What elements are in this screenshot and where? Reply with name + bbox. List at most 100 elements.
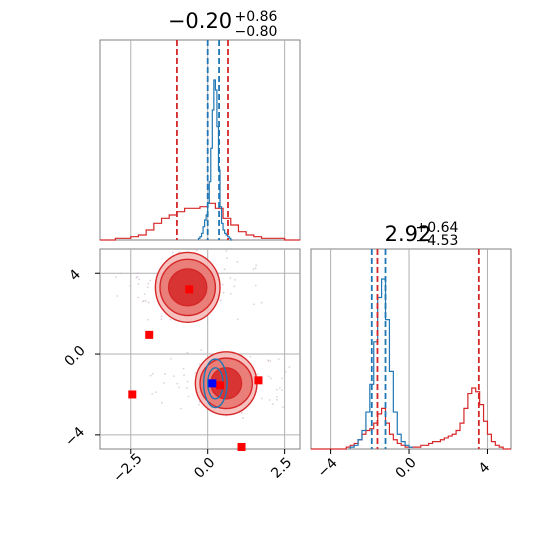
sample-point-0-28 bbox=[234, 278, 236, 281]
x-tick-label-2: 4 bbox=[476, 459, 494, 477]
sample-point-1-0 bbox=[164, 373, 166, 375]
histogram-series-1 bbox=[197, 79, 233, 241]
sample-point-0-12 bbox=[223, 268, 226, 271]
sample-point-1-68 bbox=[280, 389, 283, 391]
sample-point-0-69 bbox=[254, 284, 257, 287]
sample-point-1-24 bbox=[176, 382, 179, 385]
y-marginal-x-ticks: −4 0.0 4 bbox=[315, 449, 494, 482]
y-marginal-frame bbox=[310, 248, 512, 450]
x-tick-label-2: 2.5 bbox=[268, 455, 295, 482]
sample-point-0-38 bbox=[252, 303, 255, 306]
sample-point-1-36 bbox=[200, 349, 203, 351]
sample-point-0-50 bbox=[236, 260, 239, 263]
sample-point-1-19 bbox=[179, 407, 182, 410]
y-marginal-title-sup: +0.64 bbox=[416, 220, 459, 236]
sample-point-0-0 bbox=[129, 284, 132, 287]
contour-1-0-0 bbox=[202, 358, 228, 409]
sample-point-0-7 bbox=[146, 286, 149, 289]
joint-contours bbox=[154, 251, 258, 416]
sample-point-1-4 bbox=[288, 366, 291, 369]
sample-point-1-32 bbox=[276, 388, 278, 391]
sample-point-1-33 bbox=[270, 377, 272, 380]
sample-point-1-27 bbox=[149, 374, 152, 377]
sample-point-1-59 bbox=[256, 373, 259, 376]
joint-x-ticks: −2.5 0.0 2.5 bbox=[110, 449, 295, 486]
sample-point-1-13 bbox=[275, 398, 278, 401]
sample-point-0-49 bbox=[141, 300, 144, 303]
sample-point-1-11 bbox=[277, 358, 280, 361]
sample-point-1-9 bbox=[154, 391, 157, 394]
x-tick-label-0: −2.5 bbox=[110, 450, 145, 485]
sample-point-0-14 bbox=[136, 272, 139, 275]
marker-0-5 bbox=[216, 381, 224, 390]
sample-point-0-13 bbox=[222, 291, 225, 294]
sample-point-0-36 bbox=[178, 251, 180, 254]
sample-point-0-47 bbox=[255, 264, 258, 267]
sample-point-0-11 bbox=[260, 301, 263, 304]
sample-point-0-9 bbox=[137, 296, 139, 299]
sample-point-1-50 bbox=[269, 360, 272, 363]
sample-point-1-61 bbox=[160, 401, 163, 404]
joint-y-ticks: −4 0.0 4 bbox=[62, 267, 100, 450]
sample-point-1-65 bbox=[240, 411, 243, 414]
x-tick-label-1: 0.0 bbox=[191, 455, 218, 482]
sample-point-1-12 bbox=[198, 403, 200, 406]
sample-point-0-62 bbox=[229, 277, 232, 279]
y-tick-label-1: 0.0 bbox=[62, 343, 89, 370]
sample-point-0-24 bbox=[147, 301, 150, 304]
y-marginal-title-main: 2.92 bbox=[385, 222, 432, 246]
y-marginal-title-sub: −4.53 bbox=[416, 233, 459, 249]
sample-point-1-67 bbox=[267, 359, 270, 362]
sample-point-0-54 bbox=[147, 318, 149, 321]
sample-point-0-58 bbox=[116, 295, 119, 297]
marker-1-0 bbox=[208, 379, 217, 388]
sample-point-1-15 bbox=[260, 397, 263, 400]
sample-point-0-19 bbox=[226, 257, 228, 260]
x-marginal-title-sup: +0.86 bbox=[235, 9, 278, 25]
sample-point-0-53 bbox=[169, 318, 172, 321]
sample-point-0-68 bbox=[137, 282, 140, 285]
sample-point-1-14 bbox=[151, 372, 154, 375]
sample-point-0-4 bbox=[144, 300, 147, 302]
sample-point-1-7 bbox=[281, 377, 283, 380]
sample-point-0-29 bbox=[160, 315, 163, 318]
marker-0-3 bbox=[254, 376, 263, 385]
sample-point-0-31 bbox=[136, 275, 139, 278]
sample-point-0-3 bbox=[252, 268, 255, 271]
x-marginal-title: −0.20 bbox=[168, 9, 232, 33]
sample-point-0-17 bbox=[149, 279, 152, 282]
sample-point-0-18 bbox=[143, 293, 146, 296]
joint-markers bbox=[128, 285, 263, 451]
sample-point-1-21 bbox=[278, 386, 281, 389]
sample-point-1-52 bbox=[186, 386, 188, 389]
x-marginal-panel: −0.20 +0.86 −0.80 bbox=[99, 9, 301, 241]
y-marginal-panel: −4 0.0 4 2.92 +0.64 −4.53 bbox=[310, 220, 512, 482]
sample-point-0-33 bbox=[138, 278, 141, 281]
sample-point-0-45 bbox=[233, 285, 236, 288]
marker-0-4 bbox=[237, 442, 246, 451]
marker-0-2 bbox=[128, 390, 137, 399]
sample-point-1-46 bbox=[172, 375, 175, 378]
sample-point-1-40 bbox=[268, 399, 271, 401]
sample-point-1-10 bbox=[178, 386, 181, 389]
sample-point-1-37 bbox=[187, 395, 190, 398]
sample-point-1-48 bbox=[194, 372, 197, 374]
sample-point-0-21 bbox=[254, 267, 257, 270]
y-marginal-title: 2.92 bbox=[385, 222, 432, 246]
y-marginal-grid bbox=[330, 249, 488, 449]
sample-point-1-56 bbox=[281, 406, 284, 409]
sample-point-0-16 bbox=[225, 250, 228, 252]
sample-point-0-30 bbox=[229, 292, 232, 295]
sample-point-0-51 bbox=[219, 299, 222, 302]
sample-point-1-57 bbox=[170, 357, 172, 360]
sample-point-1-8 bbox=[183, 374, 185, 377]
histogram-series-1 bbox=[349, 278, 413, 449]
x-marginal-quantile-lines bbox=[176, 40, 229, 240]
sample-point-0-48 bbox=[115, 276, 117, 278]
marker-0-0 bbox=[185, 285, 194, 294]
sample-point-1-34 bbox=[249, 355, 252, 358]
sample-point-1-18 bbox=[151, 392, 154, 395]
x-marginal-title-main: −0.20 bbox=[168, 9, 232, 33]
y-tick-label-2: 4 bbox=[66, 267, 84, 285]
